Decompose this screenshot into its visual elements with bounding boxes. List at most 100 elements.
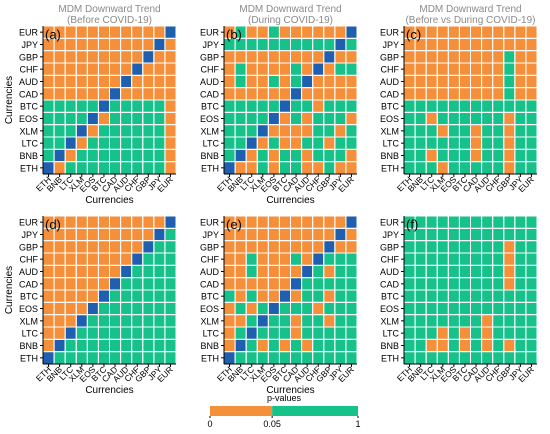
heatmap-cell: [291, 149, 302, 162]
heatmap-cell: [448, 38, 459, 51]
heatmap-cell: [515, 278, 526, 290]
heatmap-cell: [132, 51, 143, 63]
heatmap-cell: [121, 216, 132, 228]
heatmap-cell: [313, 51, 324, 63]
heatmap-cell: [448, 352, 459, 364]
heatmap-cell: [415, 302, 426, 315]
heatmap-cell: [404, 149, 415, 162]
heatmap-cell: [526, 125, 537, 137]
heatmap-cell: [415, 100, 426, 112]
heatmap-cell: [132, 63, 143, 75]
heatmap-cell: [526, 162, 537, 174]
heatmap-cell: [76, 241, 87, 253]
heatmap-cell: [121, 26, 132, 38]
heatmap-cell: [121, 51, 132, 63]
heatmap-cell: [257, 265, 268, 278]
heatmap-cell: [54, 265, 65, 278]
heatmap-cell: [224, 228, 235, 241]
heatmap-cell: [324, 100, 335, 112]
heatmap-cell: [346, 228, 357, 241]
heatmap-cell: [132, 216, 143, 228]
heatmap-cell: [459, 26, 470, 38]
heatmap-cell: [459, 290, 470, 302]
heatmap-cell: [404, 38, 415, 51]
heatmap-cell: [235, 125, 246, 137]
heatmap-cell: [493, 339, 504, 352]
heatmap-cell: [246, 352, 257, 364]
heatmap-cell: [302, 339, 313, 352]
y-tick-label: CAD: [19, 279, 39, 289]
heatmap-cell: [224, 327, 235, 339]
heatmap-cell: [132, 75, 143, 88]
heatmap-cell: [76, 100, 87, 112]
heatmap-cell: [98, 253, 109, 265]
heatmap-cell: [76, 88, 87, 100]
heatmap-cell: [426, 228, 437, 241]
heatmap-cell: [482, 125, 493, 137]
heatmap-cell: [493, 302, 504, 315]
heatmap-cell: [459, 278, 470, 290]
heatmap-cell: [346, 125, 357, 137]
heatmap-cell: [448, 216, 459, 228]
panel-label: (b): [226, 27, 242, 42]
heatmap-cell: [257, 162, 268, 174]
heatmap-cell: [471, 352, 482, 364]
heatmap-cell: [143, 100, 154, 112]
heatmap-cell: [246, 38, 257, 51]
y-tick-label: CAD: [380, 89, 400, 99]
heatmap-cell: [493, 315, 504, 327]
heatmap-cell: [404, 327, 415, 339]
heatmap-cell: [526, 228, 537, 241]
heatmap-cell: [76, 339, 87, 352]
heatmap-cell: [43, 125, 54, 137]
y-tick-label: EOS: [19, 114, 38, 124]
heatmap-cell: [437, 26, 448, 38]
heatmap-cell: [291, 137, 302, 149]
heatmap-cell: [291, 290, 302, 302]
y-tick-label: BNB: [19, 341, 38, 351]
heatmap-cell: [291, 162, 302, 174]
heatmap-cell: [121, 162, 132, 174]
heatmap-cell: [121, 278, 132, 290]
heatmap-cell: [482, 88, 493, 100]
heatmap-cell: [426, 241, 437, 253]
heatmap-cell: [459, 38, 470, 51]
heatmap-cell: [448, 63, 459, 75]
heatmap-cell: [87, 149, 98, 162]
heatmap-cell: [493, 88, 504, 100]
heatmap-cell: [415, 162, 426, 174]
y-tick-label: LTC: [22, 139, 39, 149]
heatmap-cell: [165, 38, 176, 51]
heatmap-cell: [459, 265, 470, 278]
heatmap-cell: [165, 162, 176, 174]
heatmap-cell: [324, 241, 335, 253]
heatmap-cell: [493, 26, 504, 38]
heatmap-cell: [515, 302, 526, 315]
heatmap-cell: [415, 327, 426, 339]
heatmap-cell: [87, 253, 98, 265]
y-tick-label: BTC: [381, 102, 400, 112]
heatmap-cell: [268, 352, 279, 364]
heatmap-cell: [324, 63, 335, 75]
heatmap-cell: [65, 290, 76, 302]
heatmap-cell: [65, 241, 76, 253]
heatmap-cell: [279, 253, 290, 265]
heatmap-cell: [235, 75, 246, 88]
heatmap-cell: [459, 125, 470, 137]
heatmap-cell: [504, 26, 515, 38]
heatmap-cell: [98, 149, 109, 162]
heatmap-cell: [346, 75, 357, 88]
heatmap-cell: [43, 149, 54, 162]
heatmap-cell: [459, 112, 470, 125]
heatmap-cell: [526, 241, 537, 253]
y-tick-label: BNB: [19, 151, 38, 161]
heatmap-cell: [268, 63, 279, 75]
heatmap-cell: [279, 352, 290, 364]
heatmap-cell: [448, 315, 459, 327]
heatmap-cell: [76, 137, 87, 149]
heatmap-cell: [324, 75, 335, 88]
y-tick-label: ETH: [201, 353, 219, 363]
heatmap-cell: [415, 125, 426, 137]
heatmap-cell: [493, 137, 504, 149]
heatmap-cell: [268, 149, 279, 162]
